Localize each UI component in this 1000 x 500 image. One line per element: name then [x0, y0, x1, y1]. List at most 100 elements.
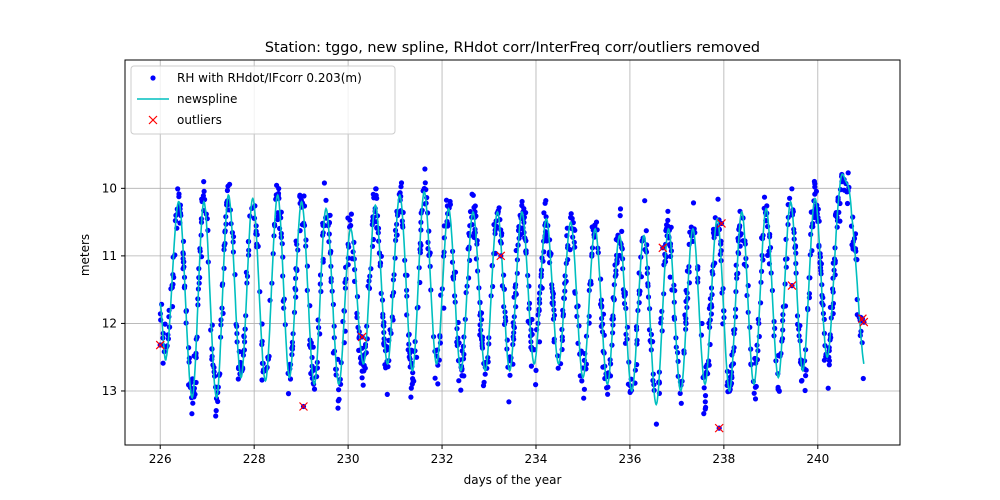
rh-point [175, 186, 181, 192]
outlier-marker [717, 219, 726, 228]
rh-point [751, 390, 757, 396]
rh-point [555, 365, 561, 371]
rh-point [665, 217, 671, 223]
rh-point [335, 405, 341, 411]
rh-point [482, 371, 488, 377]
rh-point [235, 376, 241, 382]
rh-point [336, 396, 342, 402]
rh-point [665, 208, 671, 214]
legend-label-spline: newspline [177, 92, 237, 106]
rh-point [310, 344, 316, 350]
chart-title: Station: tggo, new spline, RHdot corr/In… [265, 40, 760, 56]
rh-point [589, 224, 595, 230]
rh-point [761, 194, 768, 200]
rh-point [787, 195, 793, 201]
rh-point [698, 332, 705, 338]
rh-point [665, 223, 671, 229]
rh-point [752, 396, 759, 402]
rh-point [348, 211, 354, 217]
rh-point [507, 372, 513, 378]
rh-point [201, 179, 207, 185]
rh-point [456, 378, 462, 384]
rh-point [542, 200, 548, 206]
outlier-marker [714, 423, 724, 433]
rh-point [653, 421, 660, 427]
x-tick-label: 226 [149, 452, 172, 466]
rh-point [409, 381, 415, 387]
rh-point [678, 400, 684, 406]
rh-point [398, 184, 404, 190]
rh-point [323, 197, 329, 203]
x-axis-label: days of the year [464, 473, 562, 487]
rh-point [826, 362, 832, 368]
rh-point [821, 357, 828, 363]
rh-point [199, 196, 205, 202]
rh-point [789, 186, 795, 192]
rh-point [523, 210, 529, 216]
rh-point [617, 213, 623, 219]
rh-point [213, 408, 219, 414]
rh-point [837, 218, 843, 224]
rh-point [259, 377, 265, 383]
x-tick-label: 228 [243, 452, 266, 466]
rh-point [408, 385, 414, 391]
rh-point [593, 219, 600, 225]
rh-point [189, 411, 195, 417]
outlier-marker [658, 243, 668, 253]
rh-point [408, 394, 414, 400]
rh-point [825, 385, 831, 391]
rh-point [162, 321, 168, 327]
axes-frame [124, 59, 901, 446]
rh-point [201, 188, 207, 194]
rh-point [470, 192, 476, 198]
x-tick-label: 232 [431, 452, 454, 466]
rh-point [459, 373, 465, 379]
rh-point [360, 382, 366, 388]
rh-point [812, 184, 818, 190]
rh-point [432, 375, 438, 381]
outlier-marker [787, 281, 797, 291]
outlier-stroke [787, 281, 797, 291]
rh-point [579, 378, 585, 384]
rh-point [568, 214, 574, 221]
outlier-marker [155, 340, 165, 350]
rh-point [677, 390, 683, 396]
outlier-stroke [299, 402, 308, 411]
x-tick-label: 230 [337, 452, 360, 466]
y-tick-label: 11 [102, 249, 117, 263]
outlier-stroke [658, 243, 668, 253]
rh-point [581, 395, 587, 401]
rh-point [398, 180, 405, 186]
rh-point [373, 186, 379, 192]
rh-point [422, 166, 428, 172]
rh-point [480, 383, 487, 389]
x-tick-label: 238 [712, 452, 735, 466]
rh-point [701, 411, 707, 417]
rh-point [536, 339, 543, 345]
rh-point [702, 399, 708, 405]
rh-point [776, 388, 782, 394]
outlier-stroke [714, 423, 724, 433]
rh-point [414, 354, 420, 360]
x-tick-label: 234 [525, 452, 548, 466]
y-axis-label: meters [78, 234, 92, 276]
newspline-line [159, 173, 865, 407]
rh-point [190, 400, 196, 406]
legend: RH with RHdot/IFcorr 0.203(m) newspline ou… [130, 65, 396, 135]
rh-point [519, 198, 525, 205]
rh-point [753, 383, 759, 390]
y-tick-label: 10 [102, 181, 117, 195]
rh-point [813, 188, 820, 194]
rh-point [274, 182, 280, 188]
legend-marker-rh [150, 75, 156, 81]
y-tick-label: 12 [102, 316, 117, 330]
rh-point [298, 197, 304, 203]
rh-point [371, 195, 377, 201]
rh-point [543, 214, 549, 220]
rh-point [435, 381, 441, 387]
x-tick-label: 236 [618, 452, 641, 466]
rh-point [285, 391, 292, 397]
rh-point [422, 180, 428, 186]
rh-point [506, 399, 512, 405]
